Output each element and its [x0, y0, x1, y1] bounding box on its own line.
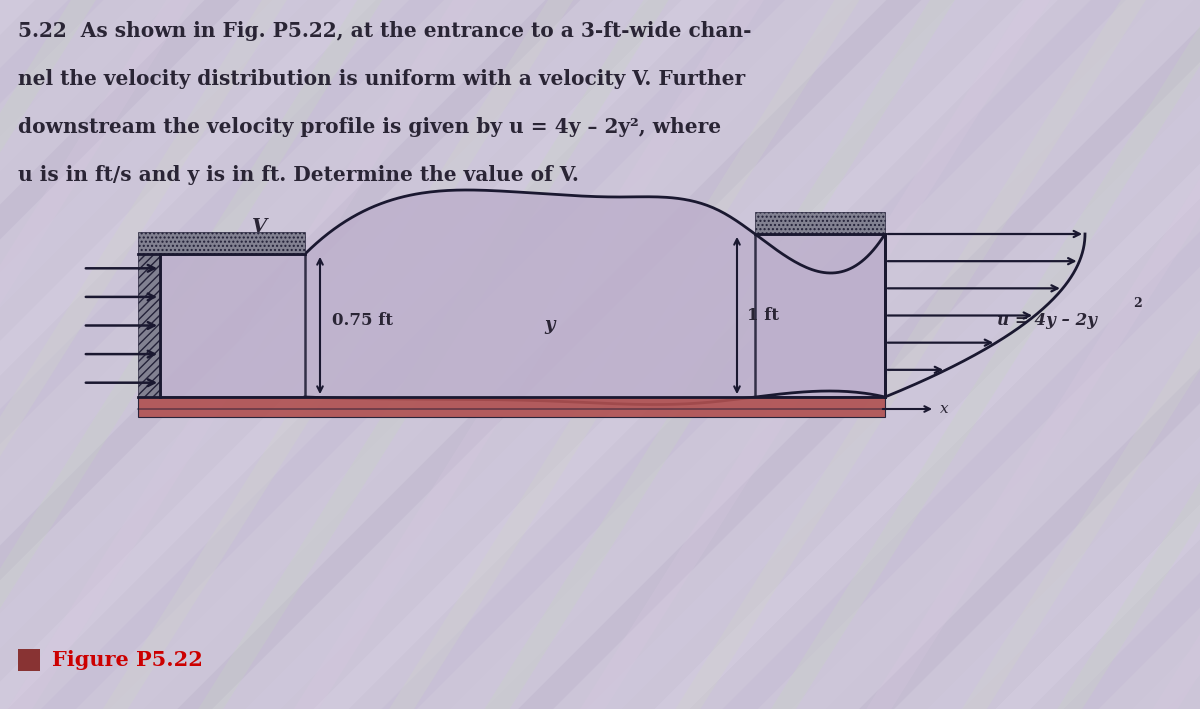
Polygon shape: [0, 0, 240, 709]
Polygon shape: [928, 0, 1200, 709]
Text: 5.22  As shown in Fig. P5.22, at the entrance to a 3-ft-wide chan-: 5.22 As shown in Fig. P5.22, at the entr…: [18, 21, 751, 41]
Polygon shape: [996, 0, 1200, 709]
Polygon shape: [866, 0, 1200, 709]
Polygon shape: [0, 0, 649, 709]
Bar: [18, 649, 40, 671]
Polygon shape: [305, 190, 886, 405]
Polygon shape: [0, 0, 35, 709]
Text: V: V: [252, 218, 268, 236]
Polygon shape: [0, 0, 716, 709]
Polygon shape: [109, 0, 853, 709]
Polygon shape: [485, 0, 955, 709]
Polygon shape: [587, 0, 1200, 709]
Polygon shape: [0, 0, 172, 709]
Polygon shape: [1153, 0, 1200, 709]
Polygon shape: [313, 0, 1057, 709]
Polygon shape: [246, 0, 990, 709]
Bar: [755, 212, 886, 234]
Bar: [138, 254, 160, 397]
Polygon shape: [676, 0, 1146, 709]
Polygon shape: [791, 0, 1200, 709]
Polygon shape: [859, 0, 1200, 709]
Polygon shape: [1063, 0, 1200, 709]
Polygon shape: [0, 0, 581, 709]
Bar: [138, 397, 886, 417]
Polygon shape: [198, 0, 668, 709]
Text: 2: 2: [1133, 297, 1141, 310]
Polygon shape: [382, 0, 1126, 709]
Polygon shape: [178, 0, 922, 709]
Polygon shape: [450, 0, 1194, 709]
Bar: [138, 232, 305, 254]
Polygon shape: [389, 0, 859, 709]
Bar: [160, 254, 305, 397]
Polygon shape: [1132, 0, 1200, 709]
Bar: [755, 234, 886, 397]
Polygon shape: [0, 0, 512, 709]
Text: u = 4y – 2y: u = 4y – 2y: [997, 312, 1097, 329]
Polygon shape: [518, 0, 1200, 709]
Polygon shape: [0, 0, 383, 709]
Polygon shape: [962, 0, 1200, 709]
Polygon shape: [722, 0, 1200, 709]
Polygon shape: [770, 0, 1200, 709]
Polygon shape: [7, 0, 478, 709]
Text: x: x: [940, 402, 949, 416]
Polygon shape: [1057, 0, 1200, 709]
Polygon shape: [0, 0, 307, 709]
Text: u is in ft/s and y is in ft. Determine the value of V.: u is in ft/s and y is in ft. Determine t…: [18, 165, 578, 185]
Text: Figure P5.22: Figure P5.22: [52, 650, 203, 670]
Polygon shape: [294, 0, 764, 709]
Polygon shape: [580, 0, 1050, 709]
Polygon shape: [0, 0, 191, 709]
Text: 0.75 ft: 0.75 ft: [332, 312, 394, 329]
Polygon shape: [0, 0, 444, 709]
Polygon shape: [0, 0, 103, 709]
Text: 1 ft: 1 ft: [746, 307, 779, 324]
Text: nel the velocity distribution is uniform with a velocity V. Further: nel the velocity distribution is uniform…: [18, 69, 745, 89]
Polygon shape: [654, 0, 1200, 709]
Polygon shape: [0, 0, 287, 709]
Polygon shape: [0, 0, 376, 709]
Text: y: y: [545, 316, 556, 335]
Polygon shape: [0, 0, 96, 709]
Text: downstream the velocity profile is given by u = 4y – 2y², where: downstream the velocity profile is given…: [18, 117, 721, 137]
Polygon shape: [41, 0, 785, 709]
Polygon shape: [103, 0, 574, 709]
